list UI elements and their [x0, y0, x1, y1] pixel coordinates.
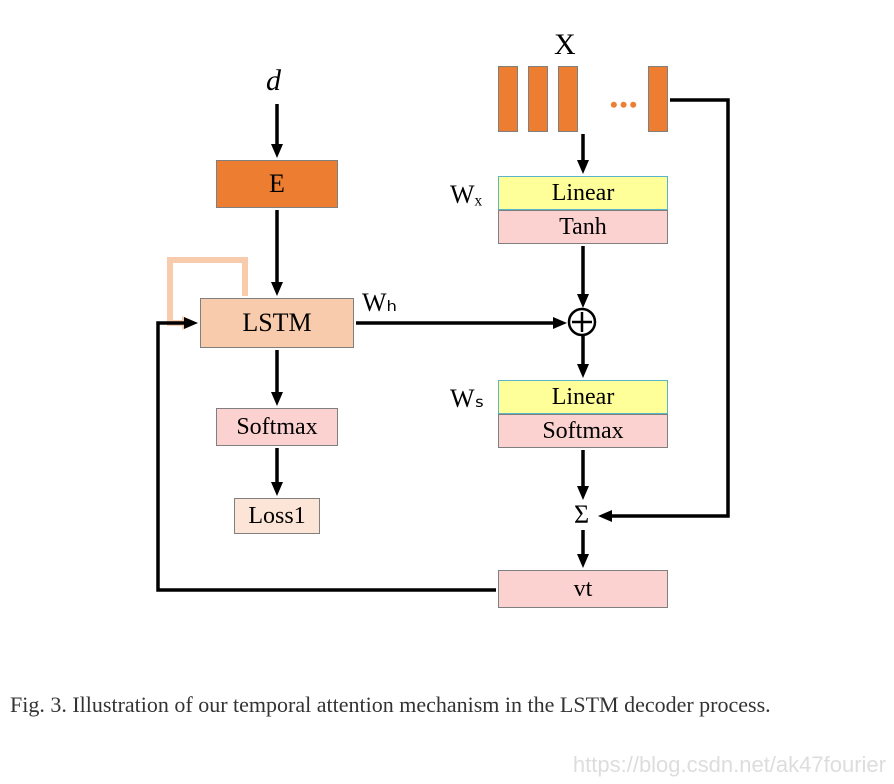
arrows-layer	[0, 0, 894, 784]
figure-caption: Fig. 3. Illustration of our temporal att…	[10, 690, 884, 720]
node-softmax-left: Softmax	[216, 408, 338, 446]
x-sequence-bar	[558, 66, 578, 132]
node-E: E	[216, 160, 338, 208]
node-vt: vt	[498, 570, 668, 608]
node-softmax-right: Softmax	[498, 414, 668, 448]
x-sequence-bar	[648, 66, 668, 132]
diagram-canvas: •••ELSTMSoftmaxLoss1LinearTanhLinearSoft…	[0, 0, 894, 784]
var-Ws: Wₛ	[450, 384, 484, 414]
watermark: https://blog.csdn.net/ak47fourier	[573, 752, 886, 778]
node-linear-2: Linear	[498, 380, 668, 414]
node-LSTM: LSTM	[200, 298, 354, 348]
var-d: d	[266, 64, 281, 98]
var-X: X	[554, 28, 576, 62]
node-loss1: Loss1	[234, 498, 320, 534]
node-linear-1: Linear	[498, 176, 668, 210]
sigma-symbol: Σ	[574, 500, 589, 530]
node-tanh: Tanh	[498, 210, 668, 244]
x-sequence-bar	[498, 66, 518, 132]
x-sequence-ellipsis: •••	[610, 92, 639, 118]
var-Wh: Wₕ	[362, 288, 397, 318]
var-Wx: Wₓ	[450, 180, 482, 210]
x-sequence-bar	[528, 66, 548, 132]
